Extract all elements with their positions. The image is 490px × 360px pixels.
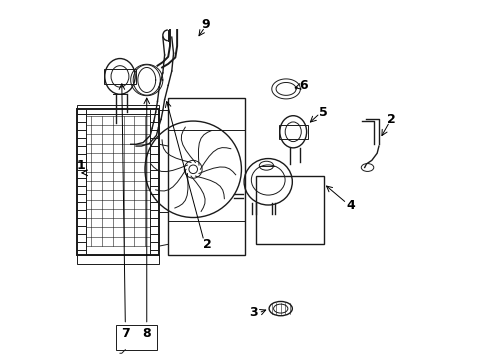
Bar	[117, 325, 157, 350]
Text: 3: 3	[249, 306, 258, 319]
Bar	[256, 176, 323, 244]
Bar	[104, 69, 136, 84]
Text: 1: 1	[76, 159, 85, 172]
Bar	[279, 125, 308, 139]
Text: 4: 4	[346, 198, 355, 212]
Text: 2: 2	[203, 238, 212, 251]
Bar	[77, 105, 159, 114]
Text: 7: 7	[121, 327, 130, 340]
Bar	[77, 255, 159, 264]
Text: 2: 2	[387, 113, 396, 126]
Text: 8: 8	[143, 327, 151, 340]
Text: 5: 5	[319, 105, 328, 119]
Text: 9: 9	[201, 18, 210, 31]
Text: 6: 6	[299, 79, 308, 92]
